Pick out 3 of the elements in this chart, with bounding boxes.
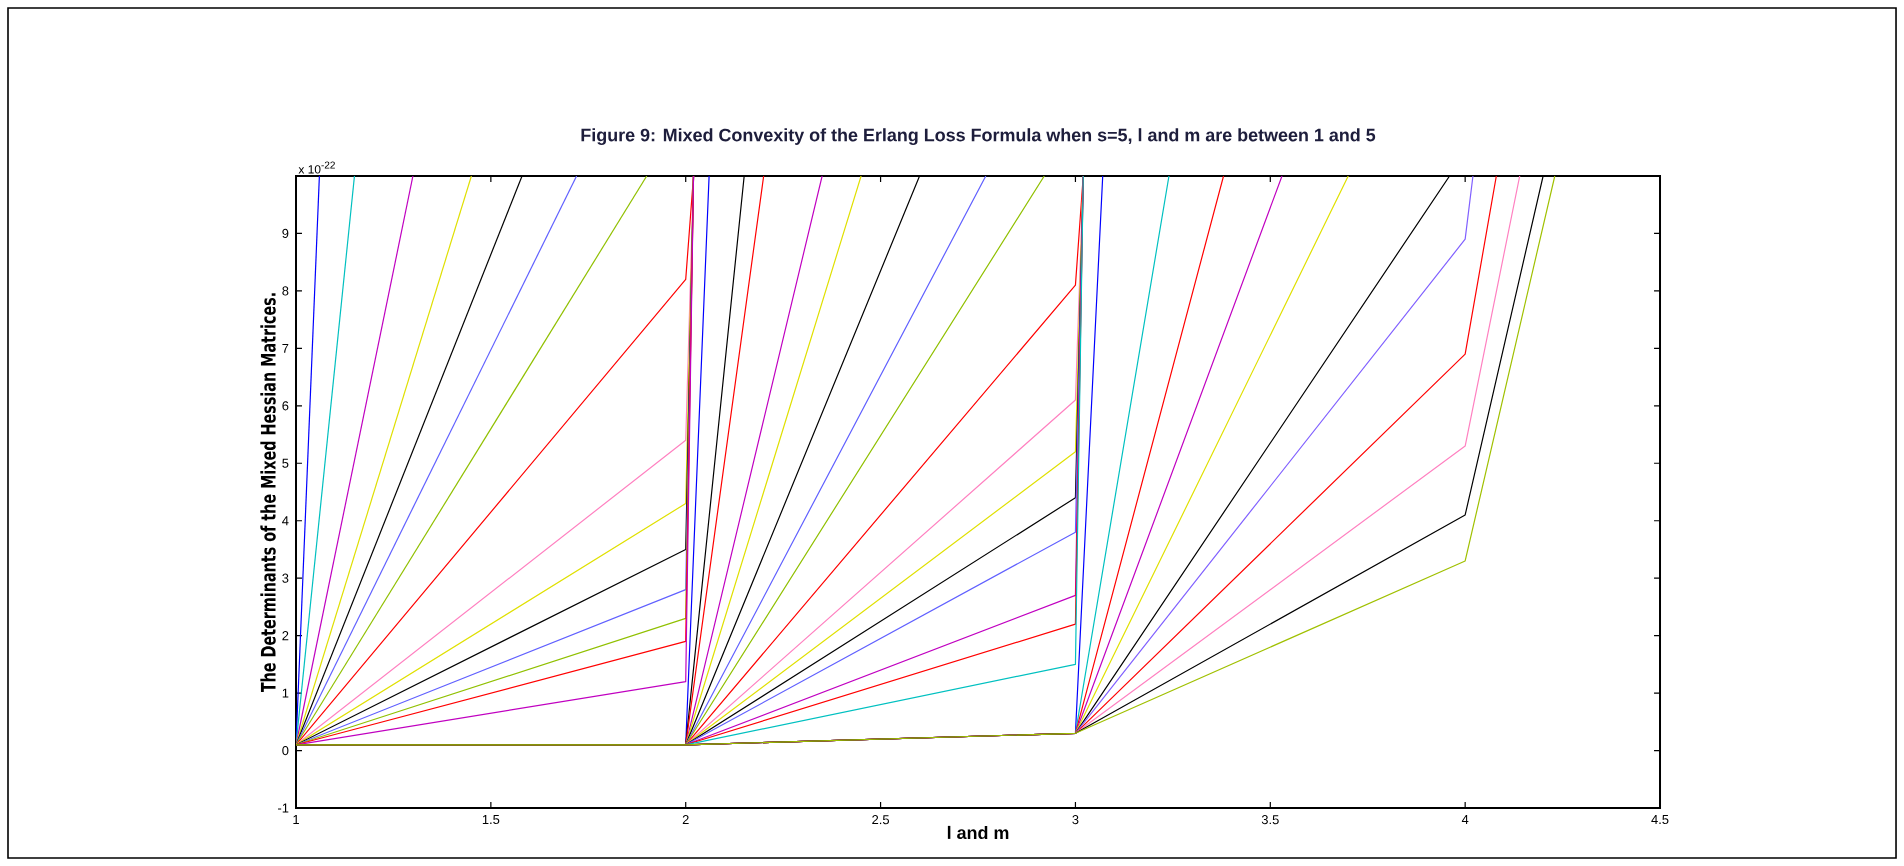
y-axis-title: The Determinants of the Mixed Hessian Matrices. [260, 293, 276, 693]
x-axis-title: l and m [947, 825, 1009, 840]
chart-title: Figure 9: Mixed Convexity of the Erlang Loss Formula when s=5, l and m are between 1 and 5 [581, 128, 1376, 146]
